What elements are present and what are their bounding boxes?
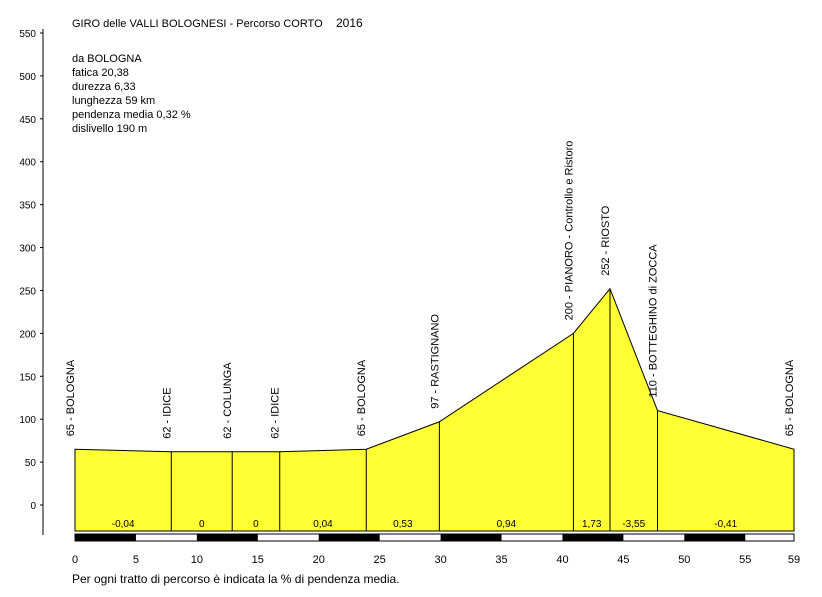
segment-gradient-label: 0,94 (497, 519, 517, 530)
y-tick-label: 400 (19, 158, 36, 169)
x-tick-label: 15 (252, 554, 264, 566)
x-tick-label: 59 (788, 554, 800, 566)
y-tick-label: 300 (19, 244, 36, 255)
scale-bar-black-segment (196, 534, 258, 541)
waypoint-label: 62 - IDICE (161, 387, 173, 438)
x-tick-label: 45 (617, 554, 629, 566)
y-tick-label: 50 (25, 458, 37, 469)
y-tick-label: 250 (19, 286, 36, 297)
waypoint-label: 65 - BOLOGNA (356, 359, 368, 436)
waypoint-label: 200 - PIANORO - Controllo e Ristoro (563, 141, 575, 321)
scale-bar-black-segment (562, 534, 624, 541)
x-tick-label: 40 (556, 554, 568, 566)
chart-title: GIRO delle VALLI BOLOGNESI - Percorso CO… (72, 18, 323, 30)
y-tick-label: 0 (30, 501, 36, 512)
info-line: dislivello 190 m (72, 123, 147, 135)
waypoint-label: 62 - COLUNGA (222, 362, 234, 439)
y-tick-label: 450 (19, 115, 36, 126)
waypoint-label: 65 - BOLOGNA (784, 359, 796, 436)
segment-gradient-label: -3,55 (622, 519, 645, 530)
segment-gradient-label: 0 (199, 519, 205, 530)
segment-gradient-label: 0 (253, 519, 259, 530)
y-tick-label: 550 (19, 29, 36, 40)
chart-year: 2016 (336, 16, 363, 30)
x-tick-label: 25 (374, 554, 386, 566)
y-tick-label: 100 (19, 415, 36, 426)
waypoint-label: 65 - BOLOGNA (65, 359, 77, 436)
y-tick-label: 150 (19, 372, 36, 383)
x-tick-label: 50 (678, 554, 690, 566)
x-tick-label: 55 (739, 554, 751, 566)
segment-gradient-label: 1,73 (582, 519, 602, 530)
x-tick-label: 0 (72, 554, 78, 566)
scale-bar-black-segment (318, 534, 380, 541)
info-line: da BOLOGNA (72, 53, 142, 65)
info-line: lunghezza 59 km (72, 95, 155, 107)
footnote: Per ogni tratto di percorso è indicata l… (72, 572, 400, 586)
y-tick-label: 200 (19, 329, 36, 340)
info-line: pendenza media 0,32 % (72, 109, 191, 121)
x-tick-label: 10 (191, 554, 203, 566)
scale-bar-black-segment (684, 534, 746, 541)
x-tick-label: 5 (133, 554, 139, 566)
segment-gradient-label: -0,41 (714, 519, 737, 530)
waypoint-label: 110 - BOTTEGHINO di ZOCCA (648, 244, 660, 398)
waypoint-label: 62 - IDICE (270, 387, 282, 438)
segment-gradient-label: -0,04 (112, 519, 135, 530)
y-tick-label: 500 (19, 72, 36, 83)
info-line: fatica 20,38 (72, 67, 129, 79)
x-tick-label: 30 (434, 554, 446, 566)
segment-gradient-label: 0,04 (313, 519, 333, 530)
scale-bar-black-segment (75, 534, 136, 541)
y-tick-label: 350 (19, 201, 36, 212)
waypoint-label: 252 - RIOSTO (600, 205, 612, 276)
x-tick-label: 35 (495, 554, 507, 566)
scale-bar-black-segment (440, 534, 502, 541)
waypoint-label: 97 - RASTIGNANO (429, 314, 441, 409)
segment-gradient-label: 0,53 (393, 519, 413, 530)
x-tick-label: 20 (313, 554, 325, 566)
info-line: durezza 6,33 (72, 81, 136, 93)
